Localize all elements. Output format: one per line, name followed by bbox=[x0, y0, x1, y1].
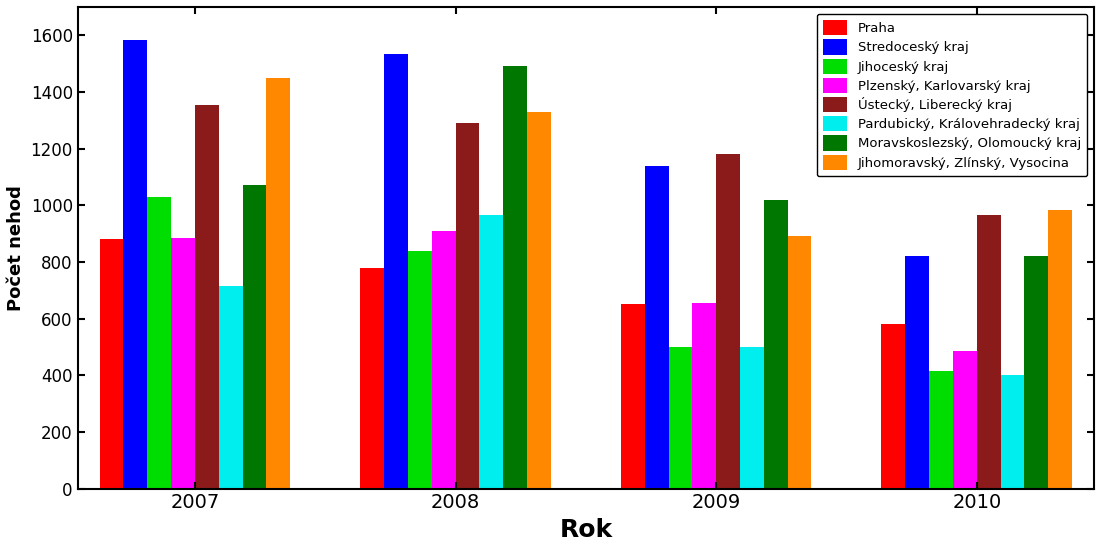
Legend: Praha, Stredoceský kraj, Jihoceský kraj, Plzenský, Karlovarský kraj, Ústecký, Li: Praha, Stredoceský kraj, Jihoceský kraj,… bbox=[817, 14, 1088, 176]
Bar bbox=[99, 239, 123, 489]
Bar bbox=[242, 186, 266, 489]
Bar bbox=[740, 347, 764, 489]
Bar bbox=[764, 200, 787, 489]
Bar bbox=[171, 238, 195, 489]
Y-axis label: Počet nehod: Počet nehod bbox=[7, 185, 25, 311]
Bar bbox=[977, 215, 1001, 489]
X-axis label: Rok: Rok bbox=[559, 518, 612, 542]
Bar bbox=[787, 237, 811, 489]
Bar bbox=[929, 371, 953, 489]
Bar bbox=[1001, 376, 1024, 489]
Bar bbox=[716, 154, 740, 489]
Bar bbox=[456, 123, 479, 489]
Bar bbox=[953, 351, 977, 489]
Bar bbox=[503, 66, 527, 489]
Bar bbox=[407, 251, 432, 489]
Bar bbox=[266, 78, 291, 489]
Bar bbox=[1024, 256, 1048, 489]
Bar bbox=[360, 267, 384, 489]
Bar bbox=[195, 105, 219, 489]
Bar bbox=[905, 256, 929, 489]
Bar bbox=[123, 40, 148, 489]
Bar bbox=[219, 286, 242, 489]
Bar bbox=[668, 347, 693, 489]
Bar bbox=[479, 215, 503, 489]
Bar bbox=[1048, 210, 1072, 489]
Bar bbox=[645, 166, 668, 489]
Bar bbox=[621, 305, 645, 489]
Bar bbox=[527, 112, 550, 489]
Bar bbox=[882, 324, 905, 489]
Bar bbox=[148, 197, 171, 489]
Bar bbox=[693, 303, 716, 489]
Bar bbox=[384, 54, 407, 489]
Bar bbox=[432, 231, 456, 489]
